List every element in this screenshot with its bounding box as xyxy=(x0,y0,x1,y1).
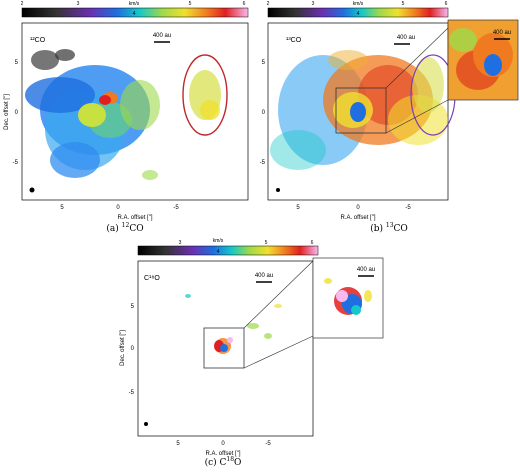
colorbar xyxy=(267,7,449,18)
x-tick: 0 xyxy=(221,441,225,447)
caption-a: (a) 12CO xyxy=(106,222,144,234)
y-tick: 5 xyxy=(131,304,135,310)
colorbar-tick: 4 xyxy=(133,11,136,17)
y-tick: 0 xyxy=(131,346,135,352)
colorbar-tick: 4 xyxy=(357,11,360,17)
colorbar-unit: km/s xyxy=(129,1,140,7)
colorbar-tick: 3 xyxy=(179,240,182,246)
emission-map xyxy=(25,49,221,180)
colorbar-tick: 2 xyxy=(21,1,24,7)
colorbar-tick: 5 xyxy=(189,1,192,7)
y-tick: 0 xyxy=(262,110,266,116)
scale-bar-label: 400 au xyxy=(153,33,171,39)
x-axis-label: R.A. offset ["] xyxy=(340,215,375,221)
beam-icon xyxy=(144,422,148,426)
y-tick: -5 xyxy=(260,160,266,166)
colorbar-unit: km/s xyxy=(213,238,224,244)
beam-icon xyxy=(29,187,35,193)
y-tick: -5 xyxy=(13,160,19,166)
colorbar-tick: 5 xyxy=(402,1,405,7)
zoom-connector xyxy=(385,99,449,134)
caption-c: (c) C18O xyxy=(204,456,242,468)
scale-bar-label: 400 au xyxy=(255,273,273,279)
x-axis-label: R.A. offset ["] xyxy=(117,215,152,221)
panel-c18o: 3 km/s 4 5 6 C¹⁸O 400 au xyxy=(118,236,418,468)
colorbar-tick: 6 xyxy=(445,1,448,7)
panel-12co-svg: 2 3 km/s 4 5 6 ¹²CO 400 au xyxy=(4,1,249,221)
zoom-box xyxy=(203,327,245,369)
zoom-box xyxy=(335,87,387,134)
inset-scale-bar-label: 400 au xyxy=(493,30,511,36)
zoom-connector xyxy=(243,260,314,329)
colorbar-tick: 3 xyxy=(77,1,80,7)
panel-c18o-svg: 3 km/s 4 5 6 C¹⁸O 400 au xyxy=(120,238,384,457)
colorbar xyxy=(21,7,249,18)
zoom-connector xyxy=(243,335,314,369)
y-tick: 5 xyxy=(15,60,19,66)
colorbar-tick: 3 xyxy=(312,1,315,7)
x-axis-label: R.A. offset ["] xyxy=(205,451,240,457)
panel-13co-svg: 2 3 km/s 4 5 6 ¹³CO 400 au xyxy=(260,1,519,221)
y-tick: 0 xyxy=(15,110,19,116)
colorbar-tick: 5 xyxy=(265,240,268,246)
x-tick: -5 xyxy=(265,441,271,447)
zoom-connector xyxy=(385,27,449,89)
colorbar-tick: 6 xyxy=(311,240,314,246)
colorbar-tick: 2 xyxy=(267,1,270,7)
x-tick: -5 xyxy=(405,205,411,211)
caption-b: (b) 13CO xyxy=(370,222,408,234)
inset-map xyxy=(449,28,513,90)
x-tick: 5 xyxy=(60,205,64,211)
beam-icon xyxy=(276,188,280,192)
colorbar-unit: km/s xyxy=(353,1,364,7)
colorbar xyxy=(137,245,319,256)
x-tick: 5 xyxy=(176,441,180,447)
scale-bar-label: 400 au xyxy=(397,35,415,41)
y-tick: -5 xyxy=(129,390,135,396)
x-tick: 0 xyxy=(356,205,360,211)
panel-label: ¹²CO xyxy=(30,37,46,44)
panel-label: C¹⁸O xyxy=(144,275,160,282)
panel-label: ¹³CO xyxy=(286,37,302,44)
y-axis-label: Dec. offset ["] xyxy=(120,330,126,366)
x-tick: 5 xyxy=(296,205,300,211)
x-tick: -5 xyxy=(173,205,179,211)
highlight-ellipse xyxy=(182,54,228,136)
x-tick: 0 xyxy=(116,205,120,211)
colorbar-tick: 6 xyxy=(243,1,246,7)
panel-13co: 2 3 km/s 4 5 6 ¹³CO 400 au xyxy=(258,0,520,235)
panel-12co: 2 3 km/s 4 5 6 ¹²CO 400 au xyxy=(0,0,250,235)
emission-map xyxy=(185,294,282,354)
y-axis-label: Dec. offset ["] xyxy=(4,94,10,130)
inset-map xyxy=(324,278,372,315)
y-tick: 5 xyxy=(262,60,266,66)
inset-scale-bar-label: 400 au xyxy=(357,267,375,273)
colorbar-tick: 4 xyxy=(217,249,220,255)
